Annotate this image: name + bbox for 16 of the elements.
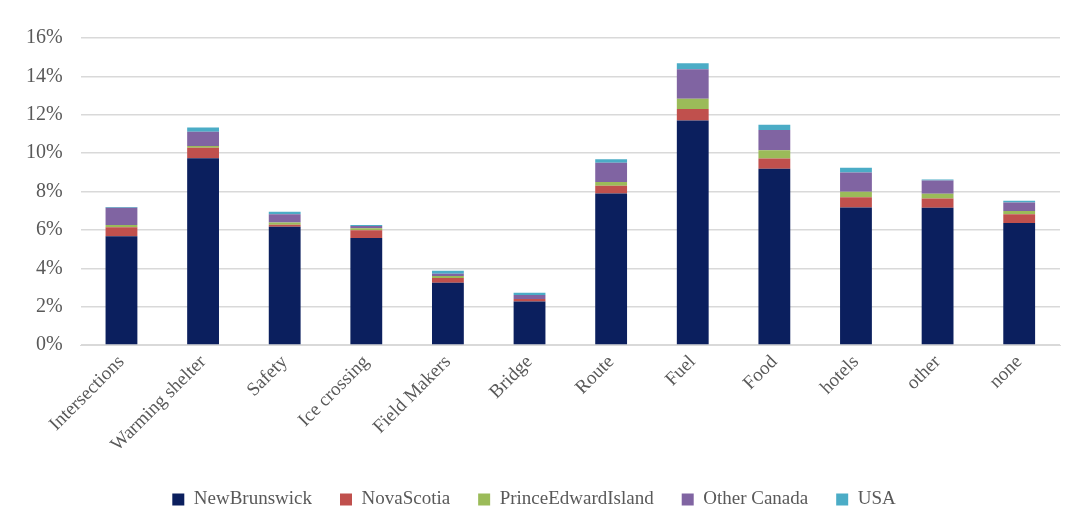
legend-label: NovaScotia [361,487,451,509]
y-tick-label: 8% [35,178,63,201]
x-tick-label: Fuel [660,350,700,390]
y-tick-label: 12% [25,102,63,125]
y-tick-label: 4% [35,255,63,278]
y-tick-label: 2% [35,293,63,316]
y-tick-label: 6% [35,217,63,240]
legend-label: Other Canada [703,487,809,509]
y-tick-label: 10% [25,140,63,163]
y-tick-label: 0% [35,332,63,355]
y-tick-label: 14% [25,63,63,86]
legend-label: NewBrunswick [193,487,313,509]
legend-label: PrinceEdwardIsland [499,487,655,509]
y-tick-label: 16% [25,25,63,48]
x-tick-label: none [984,350,1026,392]
legend-label: USA [857,487,896,509]
